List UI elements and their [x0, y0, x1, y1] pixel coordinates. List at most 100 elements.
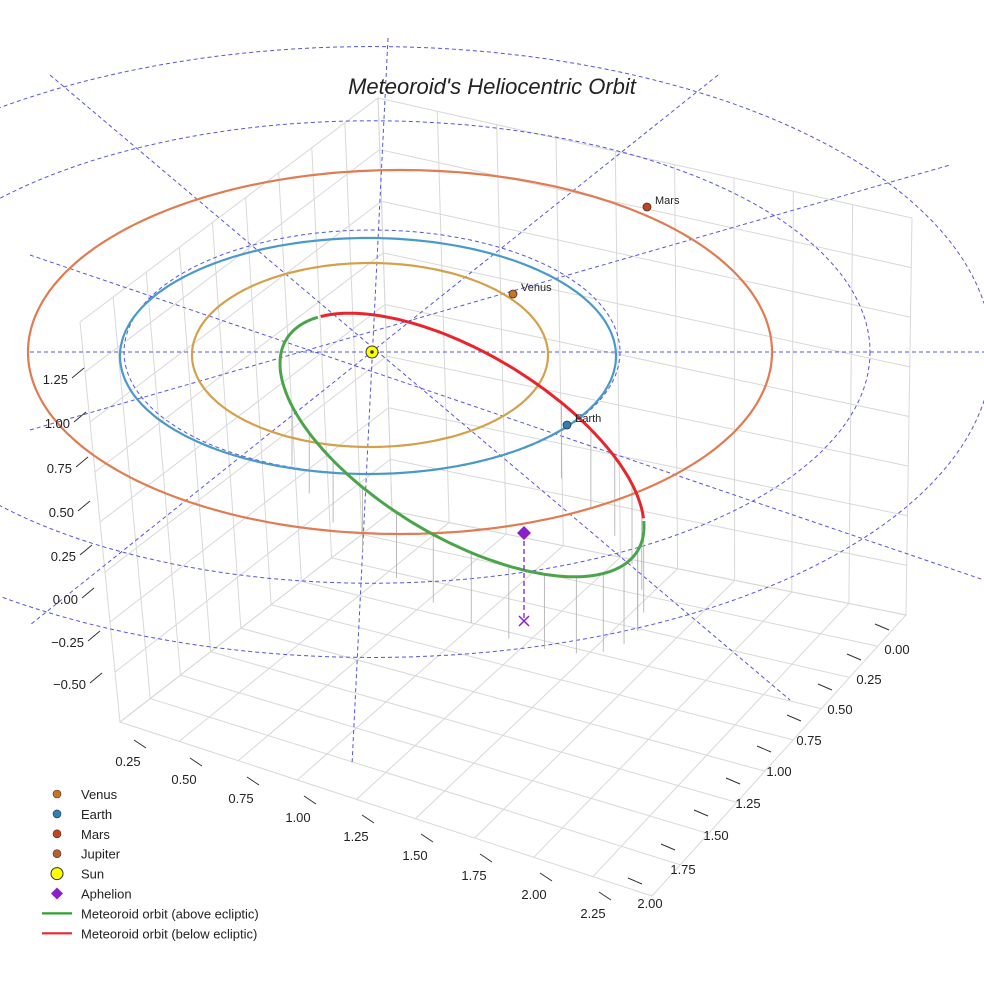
- z-tick-mark: [75, 456, 89, 468]
- y-tick-label: 0.75: [796, 733, 821, 748]
- right-wall-grid: [614, 151, 621, 558]
- left-wall-grid: [211, 222, 242, 629]
- reference-guides: [0, 37, 984, 766]
- floor-grid-line: [533, 591, 793, 858]
- y-tick-label: 0.00: [884, 642, 909, 657]
- z-tick-label: 1.00: [45, 416, 70, 431]
- x-tick-label: 1.25: [343, 829, 368, 844]
- legend-aphelion-swatch: [51, 887, 63, 900]
- y-tick-mark: [874, 623, 890, 631]
- left-wall-grid: [89, 200, 382, 423]
- floor-grid-line: [180, 674, 709, 835]
- z-tick-label: −0.25: [51, 635, 84, 650]
- y-tick-mark: [817, 683, 833, 691]
- y-tick-mark: [756, 745, 772, 753]
- floor-grid-line: [415, 568, 678, 820]
- radial-guide: [49, 74, 791, 701]
- left-wall-grid: [178, 247, 212, 652]
- right-wall-grid: [381, 200, 911, 318]
- legend-earth-label: Earth: [81, 807, 112, 822]
- venus-label: Venus: [521, 282, 552, 294]
- x-tick-label: 0.75: [228, 791, 253, 806]
- earth-label: Earth: [575, 413, 601, 425]
- legend-sun-label: Sun: [81, 867, 104, 882]
- left-wall-grid: [114, 458, 391, 673]
- left-wall-grid: [145, 272, 181, 676]
- z-tick-mark: [73, 411, 87, 423]
- floor-grid-line: [361, 533, 878, 647]
- floor-grid-line: [592, 603, 850, 878]
- radial-guide: [351, 37, 389, 766]
- z-tick-mark: [79, 544, 93, 556]
- y-tick-label: 1.50: [703, 828, 728, 843]
- axis-ticks: 0.25 0.50 0.75 1.00 1.25 1.50 1.75 2.00 2.25 0.00…: [43, 367, 910, 921]
- z-tick-label: 1.25: [43, 372, 68, 387]
- y-tick-mark: [627, 877, 643, 885]
- legend-sun-swatch: [50, 867, 64, 881]
- y-tick-label: 2.00: [637, 896, 662, 911]
- orbit-earth-orbit: [118, 236, 618, 476]
- reference-circle: [0, 45, 984, 659]
- floor-grid-line: [237, 533, 507, 762]
- right-wall-grid: [733, 177, 736, 581]
- y-tick-label: 1.00: [766, 764, 791, 779]
- z-tick-label: 0.00: [53, 592, 78, 607]
- orbit-venus-orbit: [190, 261, 550, 449]
- legend-mars-swatch: [52, 829, 62, 839]
- orbit-mars-orbit: [26, 168, 774, 536]
- z-tick-mark: [71, 367, 85, 379]
- z-tick-mark: [87, 630, 101, 642]
- earth-marker: [562, 420, 572, 430]
- legend-meteoroid-orbit-below-ecliptic-label: Meteoroid orbit (below ecliptic): [81, 926, 257, 941]
- left-wall-grid: [109, 407, 389, 623]
- z-tick-label: 0.25: [51, 549, 76, 564]
- floor-grid-line: [210, 651, 737, 803]
- z-tick-mark: [81, 587, 95, 599]
- floor-grid-line: [297, 545, 564, 781]
- x-tick-label: 2.00: [521, 887, 546, 902]
- radial-guide: [29, 254, 984, 581]
- y-tick-label: 0.25: [856, 672, 881, 687]
- z-tick-mark: [77, 500, 91, 512]
- y-tick-mark: [693, 809, 709, 817]
- z-tick-label: 0.75: [47, 461, 72, 476]
- legend-venus-swatch: [52, 789, 62, 799]
- meteoroid-orbit-above: [278, 315, 646, 579]
- legend-jupiter-label: Jupiter: [81, 847, 121, 862]
- right-wall-grid: [674, 164, 679, 569]
- x-tick-mark: [420, 833, 434, 843]
- legend-jupiter-swatch: [52, 849, 62, 859]
- left-wall-grid: [112, 297, 151, 699]
- x-tick-mark: [133, 739, 147, 749]
- legend: Venus Earth Mars Jupiter Sun Aphelion Meteoroi…: [42, 787, 259, 941]
- floor-grid-line: [331, 557, 850, 678]
- right-wall-grid: [386, 355, 909, 467]
- orbit-stems: [291, 402, 645, 654]
- mars-marker: [642, 202, 652, 212]
- y-tick-label: 1.75: [670, 862, 695, 877]
- right-wall-grid: [791, 191, 794, 592]
- y-tick-mark: [660, 843, 676, 851]
- x-tick-mark: [246, 776, 260, 786]
- axis-grid: [79, 97, 913, 897]
- venus-marker: [508, 289, 518, 299]
- aphelion-projection-mark: [518, 615, 530, 627]
- floor-grid-line: [474, 579, 736, 839]
- x-tick-mark: [303, 795, 317, 805]
- x-tick-label: 2.25: [580, 906, 605, 921]
- y-tick-mark: [725, 777, 741, 785]
- x-tick-label: 0.25: [115, 754, 140, 769]
- chart-title: Meteoroid's Heliocentric Orbit: [348, 74, 637, 99]
- y-tick-mark: [846, 653, 862, 661]
- right-wall-grid: [436, 111, 450, 523]
- left-wall-grid: [94, 252, 384, 473]
- right-wall-grid: [388, 407, 908, 517]
- right-wall-grid: [384, 304, 910, 417]
- radial-guide: [29, 164, 951, 431]
- floor-grid-line: [150, 698, 681, 866]
- x-tick-label: 1.00: [285, 810, 310, 825]
- z-tick-label: −0.50: [53, 677, 86, 692]
- x-tick-label: 1.50: [402, 848, 427, 863]
- left-wall-grid: [104, 355, 388, 573]
